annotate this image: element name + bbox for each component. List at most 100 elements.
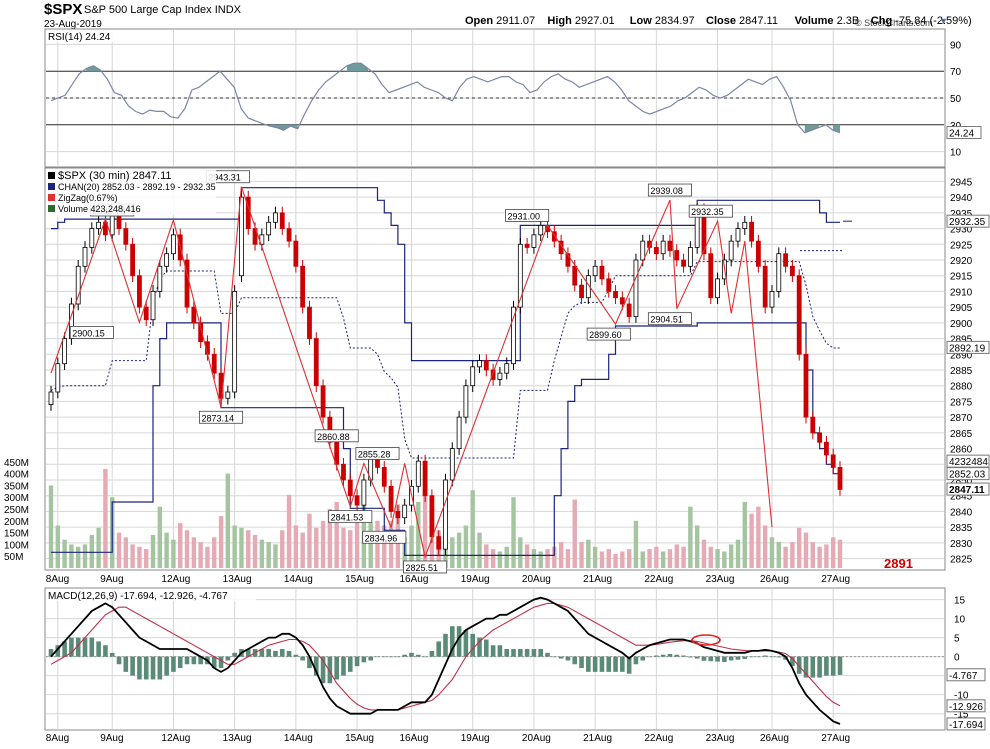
price-tick-label: 2930 xyxy=(950,225,973,236)
candle-body xyxy=(143,306,149,321)
macd-last-box xyxy=(946,699,986,713)
volume-bar xyxy=(490,549,496,568)
candle-body xyxy=(653,247,659,255)
macd-histogram-bar xyxy=(538,649,544,657)
macd-histogram-bar xyxy=(75,637,81,657)
macd-histogram-bar xyxy=(137,656,142,680)
candle-body xyxy=(48,391,54,405)
rsi-line xyxy=(50,62,841,134)
macd-histogram-bar xyxy=(803,656,809,678)
macd-histogram-bar xyxy=(524,649,530,657)
legend-swatch xyxy=(48,205,55,212)
price-tick-label: 2945 xyxy=(950,177,973,188)
macd-histogram-bar xyxy=(681,655,686,657)
macd-histogram-bar xyxy=(143,656,149,680)
price-tick-label: 2875 xyxy=(950,397,973,408)
candle-body xyxy=(681,259,686,267)
macd-histogram-bar xyxy=(824,656,829,676)
pivot-label-box xyxy=(328,510,373,524)
candle-body xyxy=(511,306,516,365)
volume-bar xyxy=(89,534,95,568)
volume-bar xyxy=(796,527,802,568)
candle-body xyxy=(660,240,666,255)
volume-bar xyxy=(130,544,135,568)
candle-body xyxy=(524,243,530,248)
macd-x-tick-label: 20Aug xyxy=(522,733,551,744)
price-tick-label: 2835 xyxy=(950,523,973,534)
candle-body xyxy=(150,291,156,321)
volume-bar xyxy=(830,537,836,568)
volume-bar xyxy=(348,530,353,568)
volume-bar xyxy=(69,544,74,568)
price-tick-label: 2830 xyxy=(950,539,973,550)
candle-body xyxy=(565,253,571,267)
macd-histogram-bar xyxy=(558,656,564,659)
volume-bar xyxy=(810,542,815,568)
macd-histogram-bar xyxy=(613,656,618,672)
volume-bar xyxy=(640,551,645,568)
candle-body xyxy=(572,265,578,286)
price-right-box xyxy=(946,214,990,228)
volume-bar xyxy=(565,549,571,568)
legend-swatch xyxy=(48,172,55,179)
volume-bar xyxy=(388,520,394,568)
pivot-label-box xyxy=(647,183,692,197)
volume-bar xyxy=(103,468,108,568)
macd-histogram-bar xyxy=(518,649,523,657)
candle-body xyxy=(103,221,108,236)
price-tick-label: 2840 xyxy=(950,507,973,518)
pivot-label-box xyxy=(586,327,631,341)
macd-histogram-bar xyxy=(375,656,380,658)
macd-histogram-bar xyxy=(279,649,285,657)
macd-histogram-bar xyxy=(715,656,720,662)
chevron-down-icon[interactable]: ▼ xyxy=(939,16,948,26)
candle-body xyxy=(810,416,816,434)
volume-bar xyxy=(606,549,611,568)
volume-bar xyxy=(735,539,741,568)
macd-histogram-bar xyxy=(327,656,333,684)
price-tick-label: 2825 xyxy=(950,555,973,566)
volume-bar xyxy=(48,485,54,568)
macd-histogram-bar xyxy=(756,656,761,658)
macd-histogram-bar xyxy=(660,654,666,657)
candle-body xyxy=(239,196,244,277)
macd-histogram-bar xyxy=(749,656,754,658)
price-tick-label: 2895 xyxy=(950,335,973,346)
macd-histogram-bar xyxy=(456,626,462,657)
pivot-label-box xyxy=(199,410,244,424)
macd-histogram-bar xyxy=(769,656,775,658)
pivot-label: 2900.15 xyxy=(72,328,105,338)
x-tick-label: 21Aug xyxy=(583,574,612,585)
legend-entry: ZigZag(0.67%) xyxy=(58,193,118,203)
macd-histogram-bar xyxy=(293,654,299,657)
macd-histogram-bar xyxy=(586,656,591,672)
pivot-label: 2904.51 xyxy=(650,315,683,325)
macd-histogram-bar xyxy=(62,641,67,657)
macd-crossover-highlight xyxy=(691,634,721,646)
volume-bar xyxy=(599,551,605,568)
volume-bar xyxy=(463,525,469,568)
volume-bar xyxy=(756,506,761,568)
candle-body xyxy=(123,228,129,245)
macd-histogram-bar xyxy=(667,653,673,657)
volume-bar xyxy=(354,520,360,568)
pivot-label-box xyxy=(505,209,550,222)
pivot-label-box xyxy=(362,530,407,544)
volume-bar xyxy=(681,546,686,568)
pivot-label: 2931.00 xyxy=(508,211,541,221)
volume-bar xyxy=(218,516,224,568)
candle-body xyxy=(109,215,115,236)
volume-bar xyxy=(762,525,768,568)
volume-bar xyxy=(620,551,625,568)
macd-x-tick-label: 26Aug xyxy=(760,733,789,744)
macd-line xyxy=(50,596,841,725)
candle-body xyxy=(531,234,537,248)
quote-bar: Open 2911.07 High 2927.01 Low 2834.97 Close… xyxy=(465,15,972,27)
candle-body xyxy=(551,231,557,242)
volume-tick-label: 100M xyxy=(4,540,29,551)
macd-x-tick-label: 23Aug xyxy=(706,733,735,744)
volume-bar xyxy=(150,534,156,568)
legend-entry: $SPX (30 min) 2847.11 xyxy=(58,170,172,182)
candle-body xyxy=(579,284,584,299)
macd-histogram-bar xyxy=(184,656,190,665)
